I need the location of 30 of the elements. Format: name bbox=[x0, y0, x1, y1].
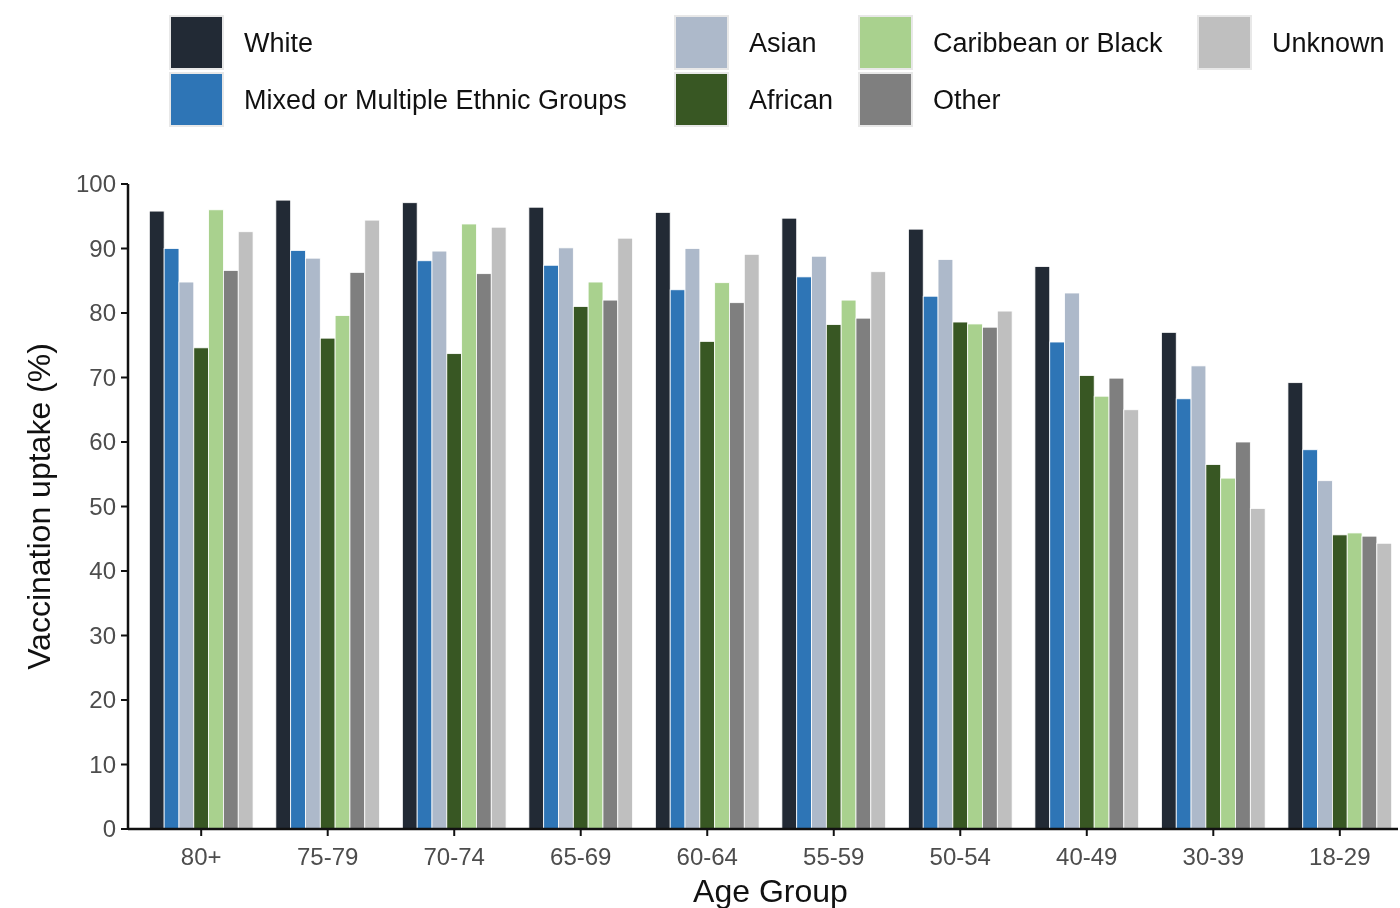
y-tick-label: 30 bbox=[89, 621, 116, 649]
y-tick-label: 10 bbox=[89, 750, 116, 778]
x-tick-label: 40-49 bbox=[1056, 843, 1118, 870]
x-tick-label: 70-74 bbox=[423, 843, 485, 870]
y-tick-label: 60 bbox=[89, 428, 116, 456]
x-tick-label: 18-29 bbox=[1309, 843, 1371, 870]
y-tick-label: 100 bbox=[75, 170, 116, 198]
legend-label: White bbox=[244, 28, 314, 58]
y-tick-label: 80 bbox=[89, 299, 116, 327]
legend-label: Unknown bbox=[1272, 28, 1385, 58]
x-tick-label: 30-39 bbox=[1182, 843, 1244, 870]
x-tick-label: 65-69 bbox=[550, 843, 612, 870]
legend-label: African bbox=[749, 85, 834, 115]
y-tick-label: 0 bbox=[102, 815, 116, 843]
y-axis-title: Vaccination uptake (%) bbox=[21, 343, 57, 670]
x-axis-title: Age Group bbox=[693, 873, 848, 908]
legend-label: Mixed or Multiple Ethnic Groups bbox=[244, 85, 627, 115]
legend-label: Asian bbox=[749, 28, 817, 58]
y-tick-label: 90 bbox=[89, 234, 116, 262]
y-tick-label: 70 bbox=[89, 363, 116, 391]
y-tick-label: 40 bbox=[89, 557, 116, 585]
legend-label: Other bbox=[933, 85, 1001, 115]
legend-label: Caribbean or Black bbox=[933, 28, 1164, 58]
x-tick-label: 60-64 bbox=[676, 843, 738, 870]
x-tick-label: 50-54 bbox=[929, 843, 991, 870]
x-tick-label: 55-59 bbox=[803, 843, 865, 870]
x-tick-label: 80+ bbox=[180, 843, 222, 870]
x-tick-label: 75-79 bbox=[297, 843, 359, 870]
y-tick-label: 20 bbox=[89, 686, 116, 714]
y-tick-label: 50 bbox=[89, 492, 116, 520]
